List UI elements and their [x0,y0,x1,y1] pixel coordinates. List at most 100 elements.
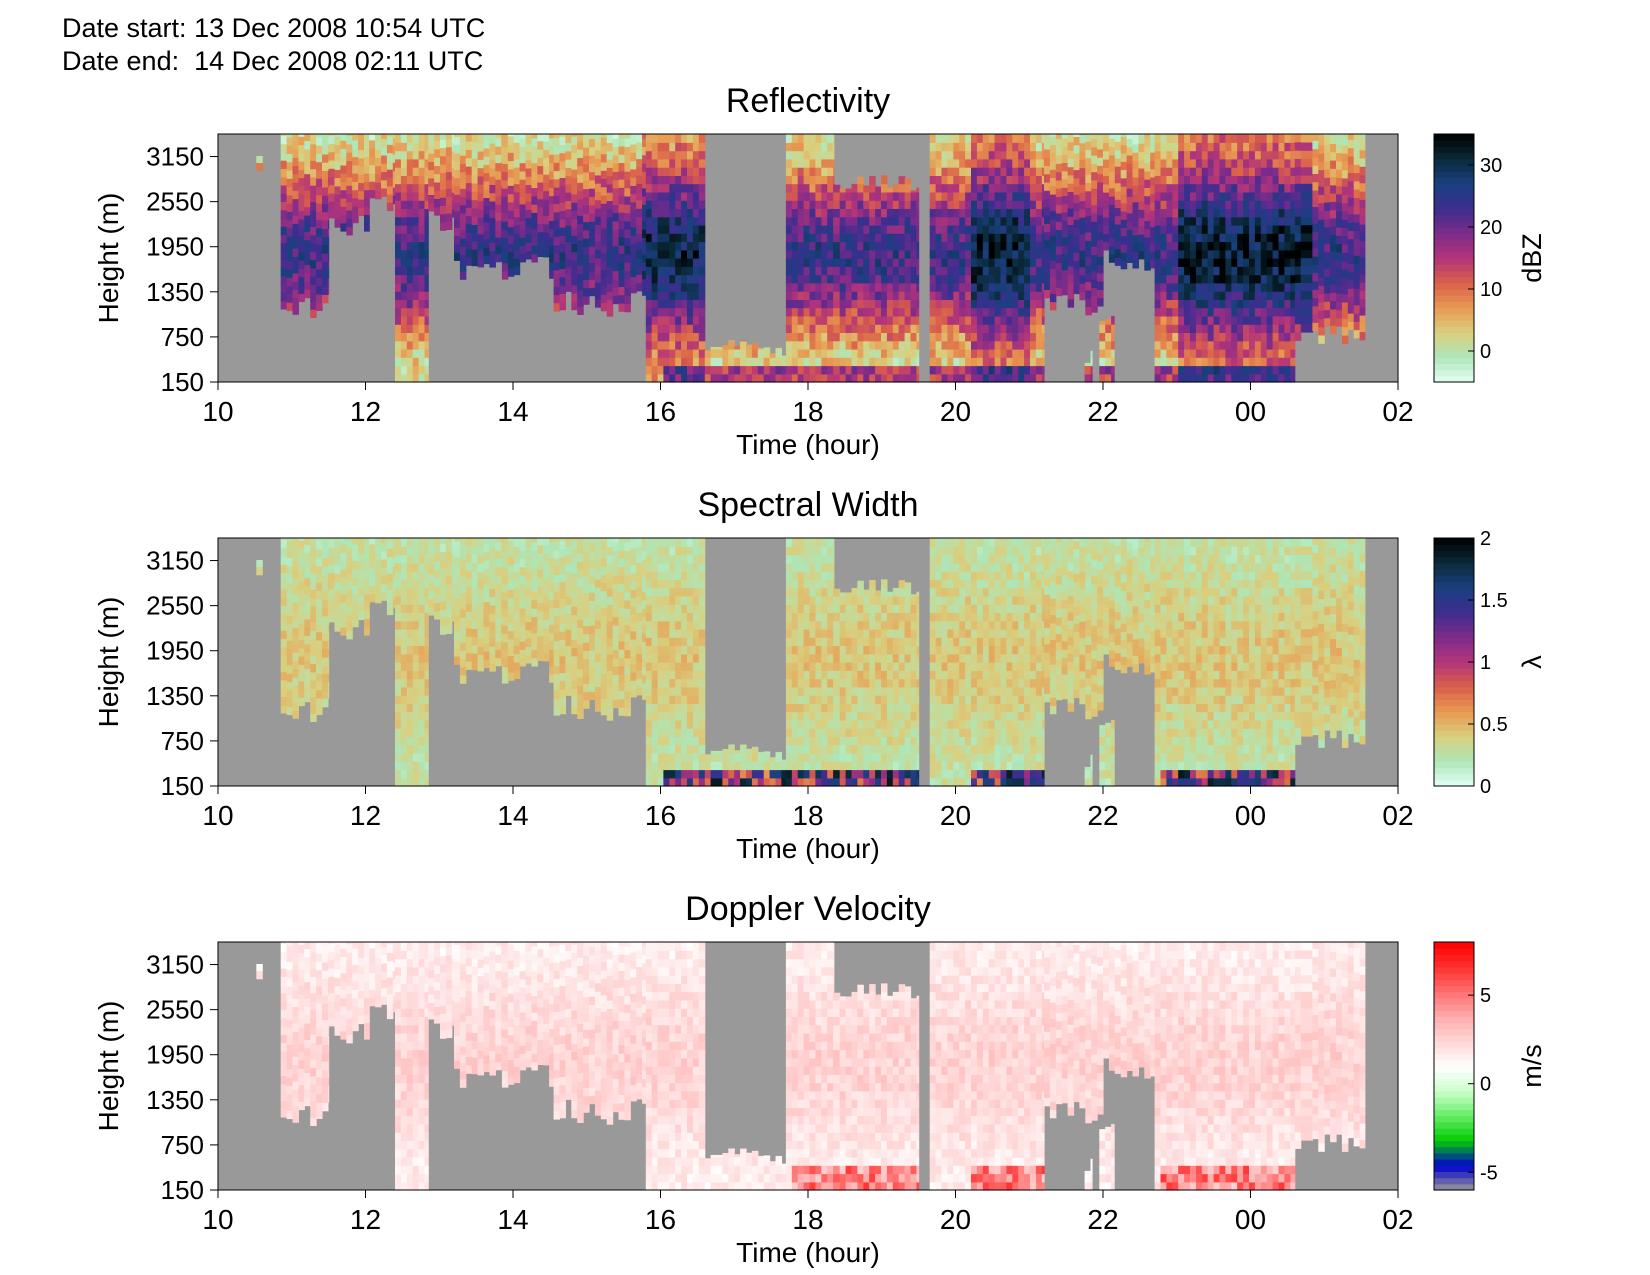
heatmap-cell [1035,348,1043,358]
heatmap-cell [1091,163,1098,173]
heatmap-cell [1341,153,1349,162]
heatmap-cell [1154,348,1162,358]
heatmap-cell [716,373,723,383]
heatmap-cell [1144,154,1151,164]
heatmap-cell [1103,150,1110,160]
heatmap-cell [1207,291,1215,300]
heatmap-cell [395,258,402,267]
heatmap-cell [886,324,894,333]
heatmap-cell [424,249,429,259]
heatmap-cell [898,357,906,367]
heatmap-cell [1300,150,1308,159]
heatmap-cell [577,182,584,191]
heatmap-cell [454,134,461,137]
heatmap-cell [965,142,972,152]
heatmap-cell [1099,373,1106,383]
heatmap-cell [440,568,447,577]
heatmap-cell [304,289,311,299]
heatmap-cell [857,216,864,226]
heatmap-cell [1284,150,1291,160]
heatmap-cell [1254,307,1262,317]
heatmap-cell [304,140,311,150]
heatmap-cell [1103,175,1110,185]
heatmap-cell [681,241,688,251]
heatmap-cell [322,657,329,666]
heatmap-cell [971,249,978,259]
heatmap-cell [286,169,294,179]
heatmap-cell [1353,296,1361,306]
heatmap-cell [1150,160,1156,170]
heatmap-cell [310,143,317,153]
heatmap-cell [904,291,912,300]
heatmap-cell [935,249,943,259]
heatmap-cell [636,183,643,193]
heatmap-cell [280,621,288,631]
heatmap-cell [734,346,741,350]
heatmap-cell [445,134,453,139]
heatmap-cell [953,365,960,375]
heatmap-cell [304,264,311,274]
heatmap-cell [322,582,329,592]
heatmap-cell [839,241,847,251]
heatmap-cell [1294,249,1302,259]
heatmap-cell [971,150,978,160]
heatmap-cell [471,603,479,613]
heatmap-cell [465,215,473,225]
heatmap-cell [988,142,996,152]
heatmap-cell [1219,233,1226,243]
heatmap-cell [395,241,402,251]
heatmap-cell [845,357,853,367]
heatmap-cell [1272,200,1280,209]
heatmap-cell [618,170,625,180]
heatmap-cell [340,552,347,562]
heatmap-cell [1006,258,1013,267]
heatmap-cell [910,357,917,367]
heatmap-cell [304,181,311,191]
heatmap-cell [400,744,408,754]
heatmap-cell [459,188,467,198]
heatmap-cell [971,258,978,267]
heatmap-cell [797,282,805,292]
heatmap-cell [971,216,978,226]
heatmap-cell [809,150,816,160]
heatmap-cell [1024,208,1031,218]
heatmap-cell [316,178,323,187]
heatmap-cell [395,150,402,160]
heatmap-cell [346,185,353,194]
heatmap-cell [698,241,706,251]
heatmap-cell [434,602,441,612]
heatmap-cell [1061,170,1069,180]
heatmap-cell [1347,205,1355,215]
heatmap-cell [565,167,572,177]
heatmap-cell [395,183,402,193]
heatmap-cell [775,365,782,375]
heatmap-cell [412,200,420,209]
heatmap-cell [881,315,888,325]
heatmap-cell [941,241,948,251]
heatmap-cell [316,549,323,558]
heatmap-cell [881,348,888,358]
heatmap-cell [1097,223,1104,233]
heatmap-cell [1138,176,1145,185]
heatmap-cell [1184,158,1191,168]
heatmap-cell [395,282,402,292]
heatmap-cell [947,299,954,309]
heatmap-cell [352,568,359,578]
heatmap-cell [489,629,496,639]
heatmap-cell [863,266,870,276]
heatmap-cell [1219,249,1226,259]
heatmap-cell [327,252,330,262]
heatmap-cell [577,134,584,142]
heatmap-cell [310,580,317,590]
heatmap-cell [821,191,828,201]
heatmap-cell [298,134,305,137]
heatmap-cell [857,340,864,350]
heatmap-cell [395,167,402,176]
heatmap-cell [465,182,473,192]
heatmap-cell [781,355,787,358]
heatmap-cell [976,191,984,201]
heatmap-cell [1219,274,1226,284]
colorbar-segment [1434,134,1474,141]
heatmap-cell [1044,148,1051,158]
heatmap-cell [471,249,479,258]
